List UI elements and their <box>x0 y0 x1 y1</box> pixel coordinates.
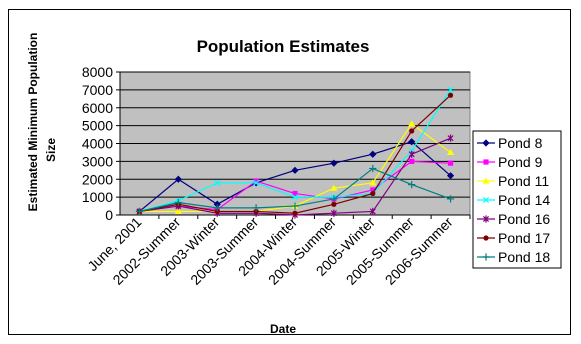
data-point <box>482 139 490 147</box>
data-point <box>369 164 377 173</box>
data-point <box>482 196 490 204</box>
data-point <box>135 207 144 216</box>
data-point <box>408 181 416 189</box>
data-point <box>369 207 376 216</box>
data-point <box>174 207 182 215</box>
data-point <box>482 177 490 184</box>
data-point <box>483 159 489 165</box>
data-point <box>291 166 299 174</box>
y-tick-label: 0 <box>105 207 113 223</box>
data-point <box>482 253 490 261</box>
data-point <box>369 150 377 158</box>
x-tick-label: 2004-Summer <box>265 214 339 288</box>
data-point <box>292 210 298 216</box>
y-axis-title-line1: Estimated Minimum Population <box>26 33 40 212</box>
data-point <box>446 195 455 203</box>
data-point <box>214 179 221 186</box>
data-point <box>408 138 416 146</box>
y-tick-label: 6000 <box>82 100 113 116</box>
data-point <box>331 201 337 207</box>
data-point <box>447 160 454 166</box>
data-point <box>370 187 376 193</box>
y-axis-title-line2: Size <box>44 138 58 162</box>
data-point <box>447 134 454 142</box>
data-point <box>253 179 260 186</box>
data-point <box>370 190 376 197</box>
y-tick-label: 5000 <box>82 118 113 134</box>
x-tick-label: 2005-Summer <box>343 214 417 288</box>
chart-title: Population Estimates <box>197 37 370 56</box>
data-point <box>330 209 337 217</box>
legend-label: Pond 14 <box>498 192 550 208</box>
data-point <box>252 204 260 212</box>
data-point <box>483 235 489 241</box>
data-point <box>213 204 221 212</box>
data-point <box>253 178 259 184</box>
y-tick-label: 8000 <box>82 64 113 80</box>
data-point <box>446 148 455 156</box>
data-point <box>330 195 338 203</box>
y-tick-label: 4000 <box>82 136 113 152</box>
legend-label: Pond 17 <box>498 230 550 246</box>
data-point <box>174 175 182 183</box>
data-point <box>291 202 299 210</box>
data-point <box>330 159 338 167</box>
data-point <box>482 215 490 223</box>
data-point <box>174 198 182 207</box>
data-point <box>369 179 377 186</box>
x-axis-title: Date <box>270 322 296 336</box>
data-point <box>292 190 298 197</box>
legend-label: Pond 9 <box>498 154 543 170</box>
legend-label: Pond 11 <box>498 173 549 189</box>
y-tick-label: 2000 <box>82 171 113 187</box>
y-tick-label: 1000 <box>82 189 113 205</box>
data-point <box>291 194 299 201</box>
y-tick-label: 7000 <box>82 82 113 98</box>
legend-label: Pond 16 <box>498 211 550 227</box>
y-tick-label: 3000 <box>82 153 113 169</box>
data-point <box>408 120 416 127</box>
legend-label: Pond 18 <box>498 249 550 265</box>
data-point <box>409 128 415 134</box>
data-point <box>330 184 338 191</box>
x-tick-label: 2002-Summer <box>109 214 183 288</box>
data-point <box>447 92 454 98</box>
x-tick-label: 2003-Summer <box>187 214 261 288</box>
data-point <box>446 172 455 180</box>
x-tick-label: 2006-Summer <box>382 214 456 288</box>
legend-label: Pond 8 <box>498 135 543 151</box>
data-point <box>447 86 454 93</box>
data-point <box>409 158 415 164</box>
data-point <box>408 150 415 158</box>
